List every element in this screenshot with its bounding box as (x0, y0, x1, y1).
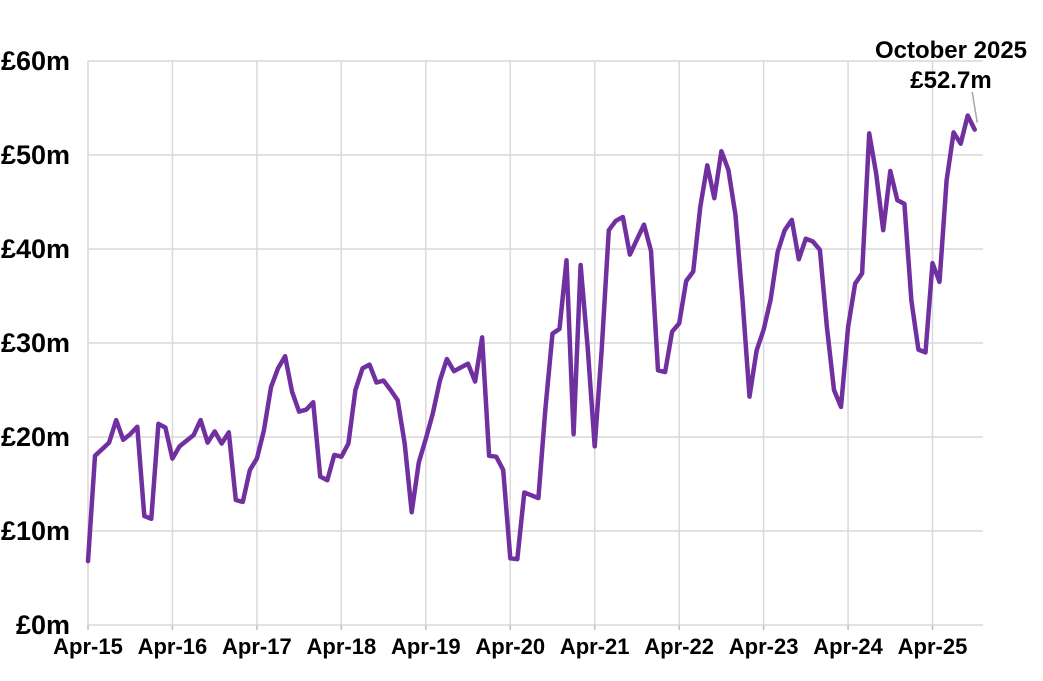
data-series-line (85, 113, 977, 564)
x-axis-tick-label: Apr-19 (390, 634, 461, 659)
y-axis-tick-label: £40m (0, 234, 70, 264)
x-axis-tick-label: Apr-24 (813, 634, 883, 659)
y-axis-tick-label: £50m (0, 140, 70, 170)
x-axis-tick-label: Apr-23 (728, 634, 799, 659)
y-axis-tick-label: £0m (15, 610, 70, 640)
y-axis-tick-label: £20m (0, 422, 70, 452)
annotation-date-label: October 2025 (874, 37, 1028, 64)
y-axis-tick-label: £10m (0, 516, 70, 546)
data-point-annotation: October 2025 £52.7m (863, 36, 1039, 96)
x-axis-tick-label: Apr-20 (475, 634, 546, 659)
x-axis-tick-label: Apr-15 (53, 634, 123, 659)
x-axis-tick-label: Apr-21 (559, 634, 630, 659)
annotation-value-label: £52.7m (910, 67, 992, 94)
x-axis-tick-label: Apr-18 (306, 634, 377, 659)
x-axis-tick-label: Apr-16 (137, 634, 208, 659)
y-axis-tick-label: £30m (0, 328, 70, 358)
x-axis-tick-label: Apr-22 (644, 634, 714, 659)
x-axis-tick-label: Apr-17 (222, 634, 292, 659)
x-axis-tick-label: Apr-25 (897, 634, 968, 659)
y-axis-tick-label: £60m (0, 46, 70, 76)
annotation-leader-line (971, 91, 978, 123)
